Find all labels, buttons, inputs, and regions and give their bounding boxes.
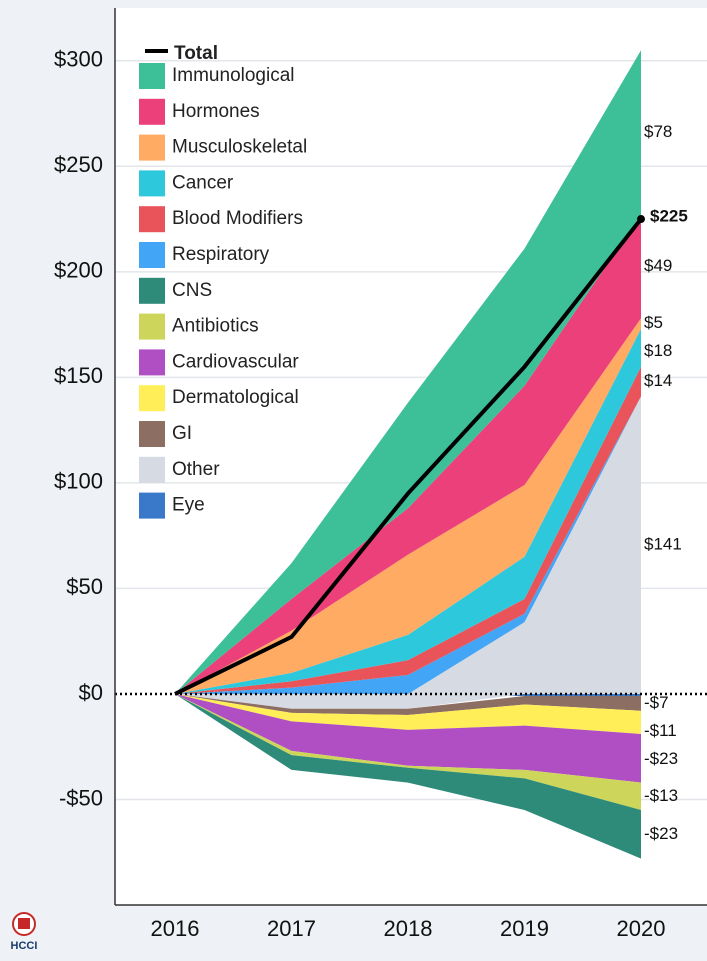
overlay: $78 $49 $5 $18 $14 -$23 -$13 -$23 -$11 -$7 $141 $22… [115,122,707,843]
areas [175,50,641,859]
total-point [637,215,645,224]
legend-swatch [139,277,165,304]
legend-swatch [139,421,165,447]
legend-label: Antibiotics [172,316,259,337]
area [175,693,641,716]
legend-label: Other [172,459,220,480]
area [175,366,641,694]
y-tick-label: $50 [66,574,103,599]
legend-swatch [139,98,165,125]
legend-swatch [139,206,165,233]
logo: HCCI [11,912,38,952]
y-tick-label: -$50 [59,785,103,810]
value-label: $18 [644,341,672,360]
area [175,693,641,859]
area [175,396,641,694]
area [175,328,641,694]
value-label: -$7 [644,693,669,712]
legend-label: Cardiovascular [172,351,299,372]
x-tick-label: 2020 [617,916,666,941]
value-label: $49 [644,256,672,275]
y-tick-label: $0 [79,680,103,705]
legend-label: Musculoskeletal [172,137,307,158]
legend-label: Cancer [172,172,234,193]
legend-label: Dermatological [172,387,299,408]
area [175,693,641,735]
legend-swatch [139,492,165,519]
x-tick-label: 2017 [267,916,316,941]
value-label: -$13 [644,786,678,805]
legend-swatch [139,385,165,412]
x-tick-label: 2018 [384,916,433,941]
legend-swatch [139,170,165,197]
y-tick-label: $200 [54,258,103,283]
legend-swatch [139,63,165,89]
legend-label: Immunological [172,65,295,86]
area [175,693,641,697]
area [175,318,641,694]
legend-swatch [139,456,165,483]
value-label: -$23 [644,824,678,843]
y-tick-label: $150 [54,363,103,388]
legend-label: Hormones [172,101,260,122]
y-tick-label: $100 [54,469,103,494]
legend-label: CNS [172,280,212,301]
value-label: $5 [644,313,663,332]
legend-label: Respiratory [172,244,270,265]
legend-swatch [139,134,165,161]
total-line [174,217,643,696]
logo-text: HCCI [11,940,38,952]
x-tick-label: 2016 [151,916,200,941]
total-label: $225 [650,207,688,226]
legend-label: Eye [172,495,205,516]
value-label: $14 [644,371,672,390]
legend-swatch [139,349,165,376]
logo-icon-inner [18,918,30,929]
legend-swatch [139,242,165,268]
y-tick-label: $250 [54,152,103,177]
legend-label: GI [172,423,192,444]
y-tick-label: $300 [54,47,103,72]
value-label: $78 [644,122,672,141]
x-tick-label: 2019 [500,916,549,941]
area [175,693,641,783]
legend-swatch [139,313,165,340]
legend-label: Blood Modifiers [172,208,303,229]
legend-label: Total [174,43,218,64]
value-label: -$11 [644,721,677,740]
value-label: -$23 [644,749,678,768]
value-label: $141 [644,535,682,554]
area [175,396,641,709]
